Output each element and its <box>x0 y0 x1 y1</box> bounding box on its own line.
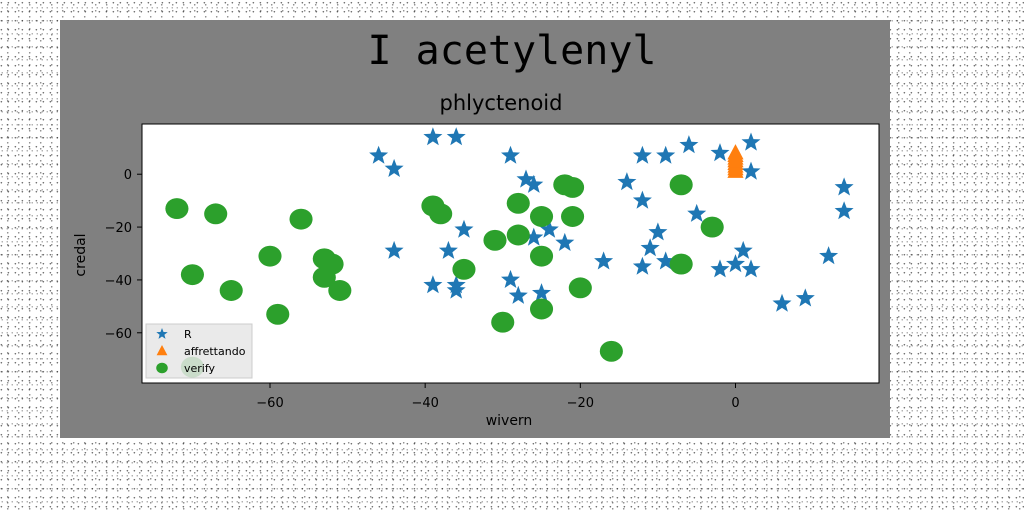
y-axis-label: credal <box>73 233 89 276</box>
data-point-circle <box>266 303 290 325</box>
data-point-star <box>508 285 528 304</box>
data-point-star <box>423 275 443 294</box>
data-point-circle <box>669 174 693 196</box>
data-point-star <box>726 254 745 273</box>
data-point-circle <box>669 253 693 275</box>
data-point-circle <box>529 245 554 267</box>
data-point-star <box>656 145 676 164</box>
data-point-star <box>384 240 404 259</box>
data-point-star <box>632 190 652 209</box>
figure-suptitle: I acetylenyl <box>367 28 657 74</box>
data-point-star <box>524 174 544 193</box>
data-point-star <box>710 143 730 162</box>
data-point-circle <box>452 258 476 280</box>
data-point-star <box>632 256 652 275</box>
legend-marker-triangle <box>156 345 168 356</box>
data-point-star <box>795 288 815 307</box>
data-point-star <box>524 227 544 246</box>
data-point-circle <box>599 340 623 362</box>
data-point-star <box>555 232 575 251</box>
data-point-circle <box>529 206 554 227</box>
data-point-star <box>687 203 707 222</box>
data-point-circle <box>491 311 515 333</box>
data-point-star <box>819 246 839 265</box>
legend-label: affrettando <box>184 345 246 358</box>
data-point-star <box>834 201 854 220</box>
data-point-circle <box>429 203 453 225</box>
data-point-star <box>772 293 792 312</box>
plot-area <box>141 123 880 384</box>
data-point-circle <box>529 298 554 320</box>
data-point-circle <box>561 176 585 198</box>
data-point-star <box>648 222 668 241</box>
data-point-star <box>501 269 520 288</box>
y-tick-label: −40 <box>105 274 132 289</box>
data-point-star <box>741 259 761 278</box>
legend-marker-circle <box>156 362 168 374</box>
data-point-star <box>617 172 637 191</box>
data-point-circle <box>289 208 313 230</box>
data-point-circle <box>180 264 204 286</box>
data-point-star <box>454 219 474 238</box>
data-point-star <box>446 127 466 146</box>
data-point-star <box>532 283 551 302</box>
data-point-star <box>733 240 753 259</box>
legend-marker-star <box>156 328 168 339</box>
plot-layer <box>165 127 854 378</box>
data-point-star <box>741 161 761 180</box>
legend-label: R <box>184 328 192 341</box>
data-point-circle <box>328 280 352 301</box>
data-point-star <box>384 158 404 177</box>
data-point-star <box>594 251 614 270</box>
data-point-circle <box>561 206 585 227</box>
data-point-circle <box>320 253 344 275</box>
data-point-circle <box>700 216 724 238</box>
data-point-star <box>632 145 652 164</box>
data-point-star <box>656 251 676 270</box>
data-point-star <box>679 135 699 154</box>
data-point-triangle <box>727 144 744 160</box>
data-point-circle <box>165 198 189 220</box>
data-point-star <box>640 238 660 257</box>
data-point-star <box>369 145 389 164</box>
data-point-star <box>741 132 761 151</box>
data-point-circle <box>219 280 243 301</box>
data-point-star <box>501 145 520 164</box>
y-tick-label: −60 <box>105 327 132 342</box>
legend-label: verify <box>184 362 216 375</box>
y-tick-label: −20 <box>105 221 132 236</box>
y-tick-label: 0 <box>124 168 132 183</box>
data-point-star <box>539 219 559 238</box>
data-point-star <box>516 169 536 188</box>
data-point-star <box>710 259 730 278</box>
data-point-star <box>438 240 458 259</box>
data-point-circle <box>568 277 592 299</box>
x-tick-label: −60 <box>256 396 283 411</box>
data-point-star <box>423 127 443 146</box>
x-tick-label: −20 <box>567 396 594 411</box>
data-point-star <box>446 280 466 299</box>
data-point-star <box>834 177 854 196</box>
data-point-circle <box>506 224 530 246</box>
data-point-circle <box>483 229 507 251</box>
data-point-circle <box>258 245 282 267</box>
x-axis-label: wivern <box>486 413 533 429</box>
x-tick-label: −40 <box>411 396 438 411</box>
x-tick-label: 0 <box>731 396 739 411</box>
data-point-circle <box>204 203 228 225</box>
chart-title: phlyctenoid <box>440 91 563 115</box>
data-point-circle <box>506 192 530 214</box>
